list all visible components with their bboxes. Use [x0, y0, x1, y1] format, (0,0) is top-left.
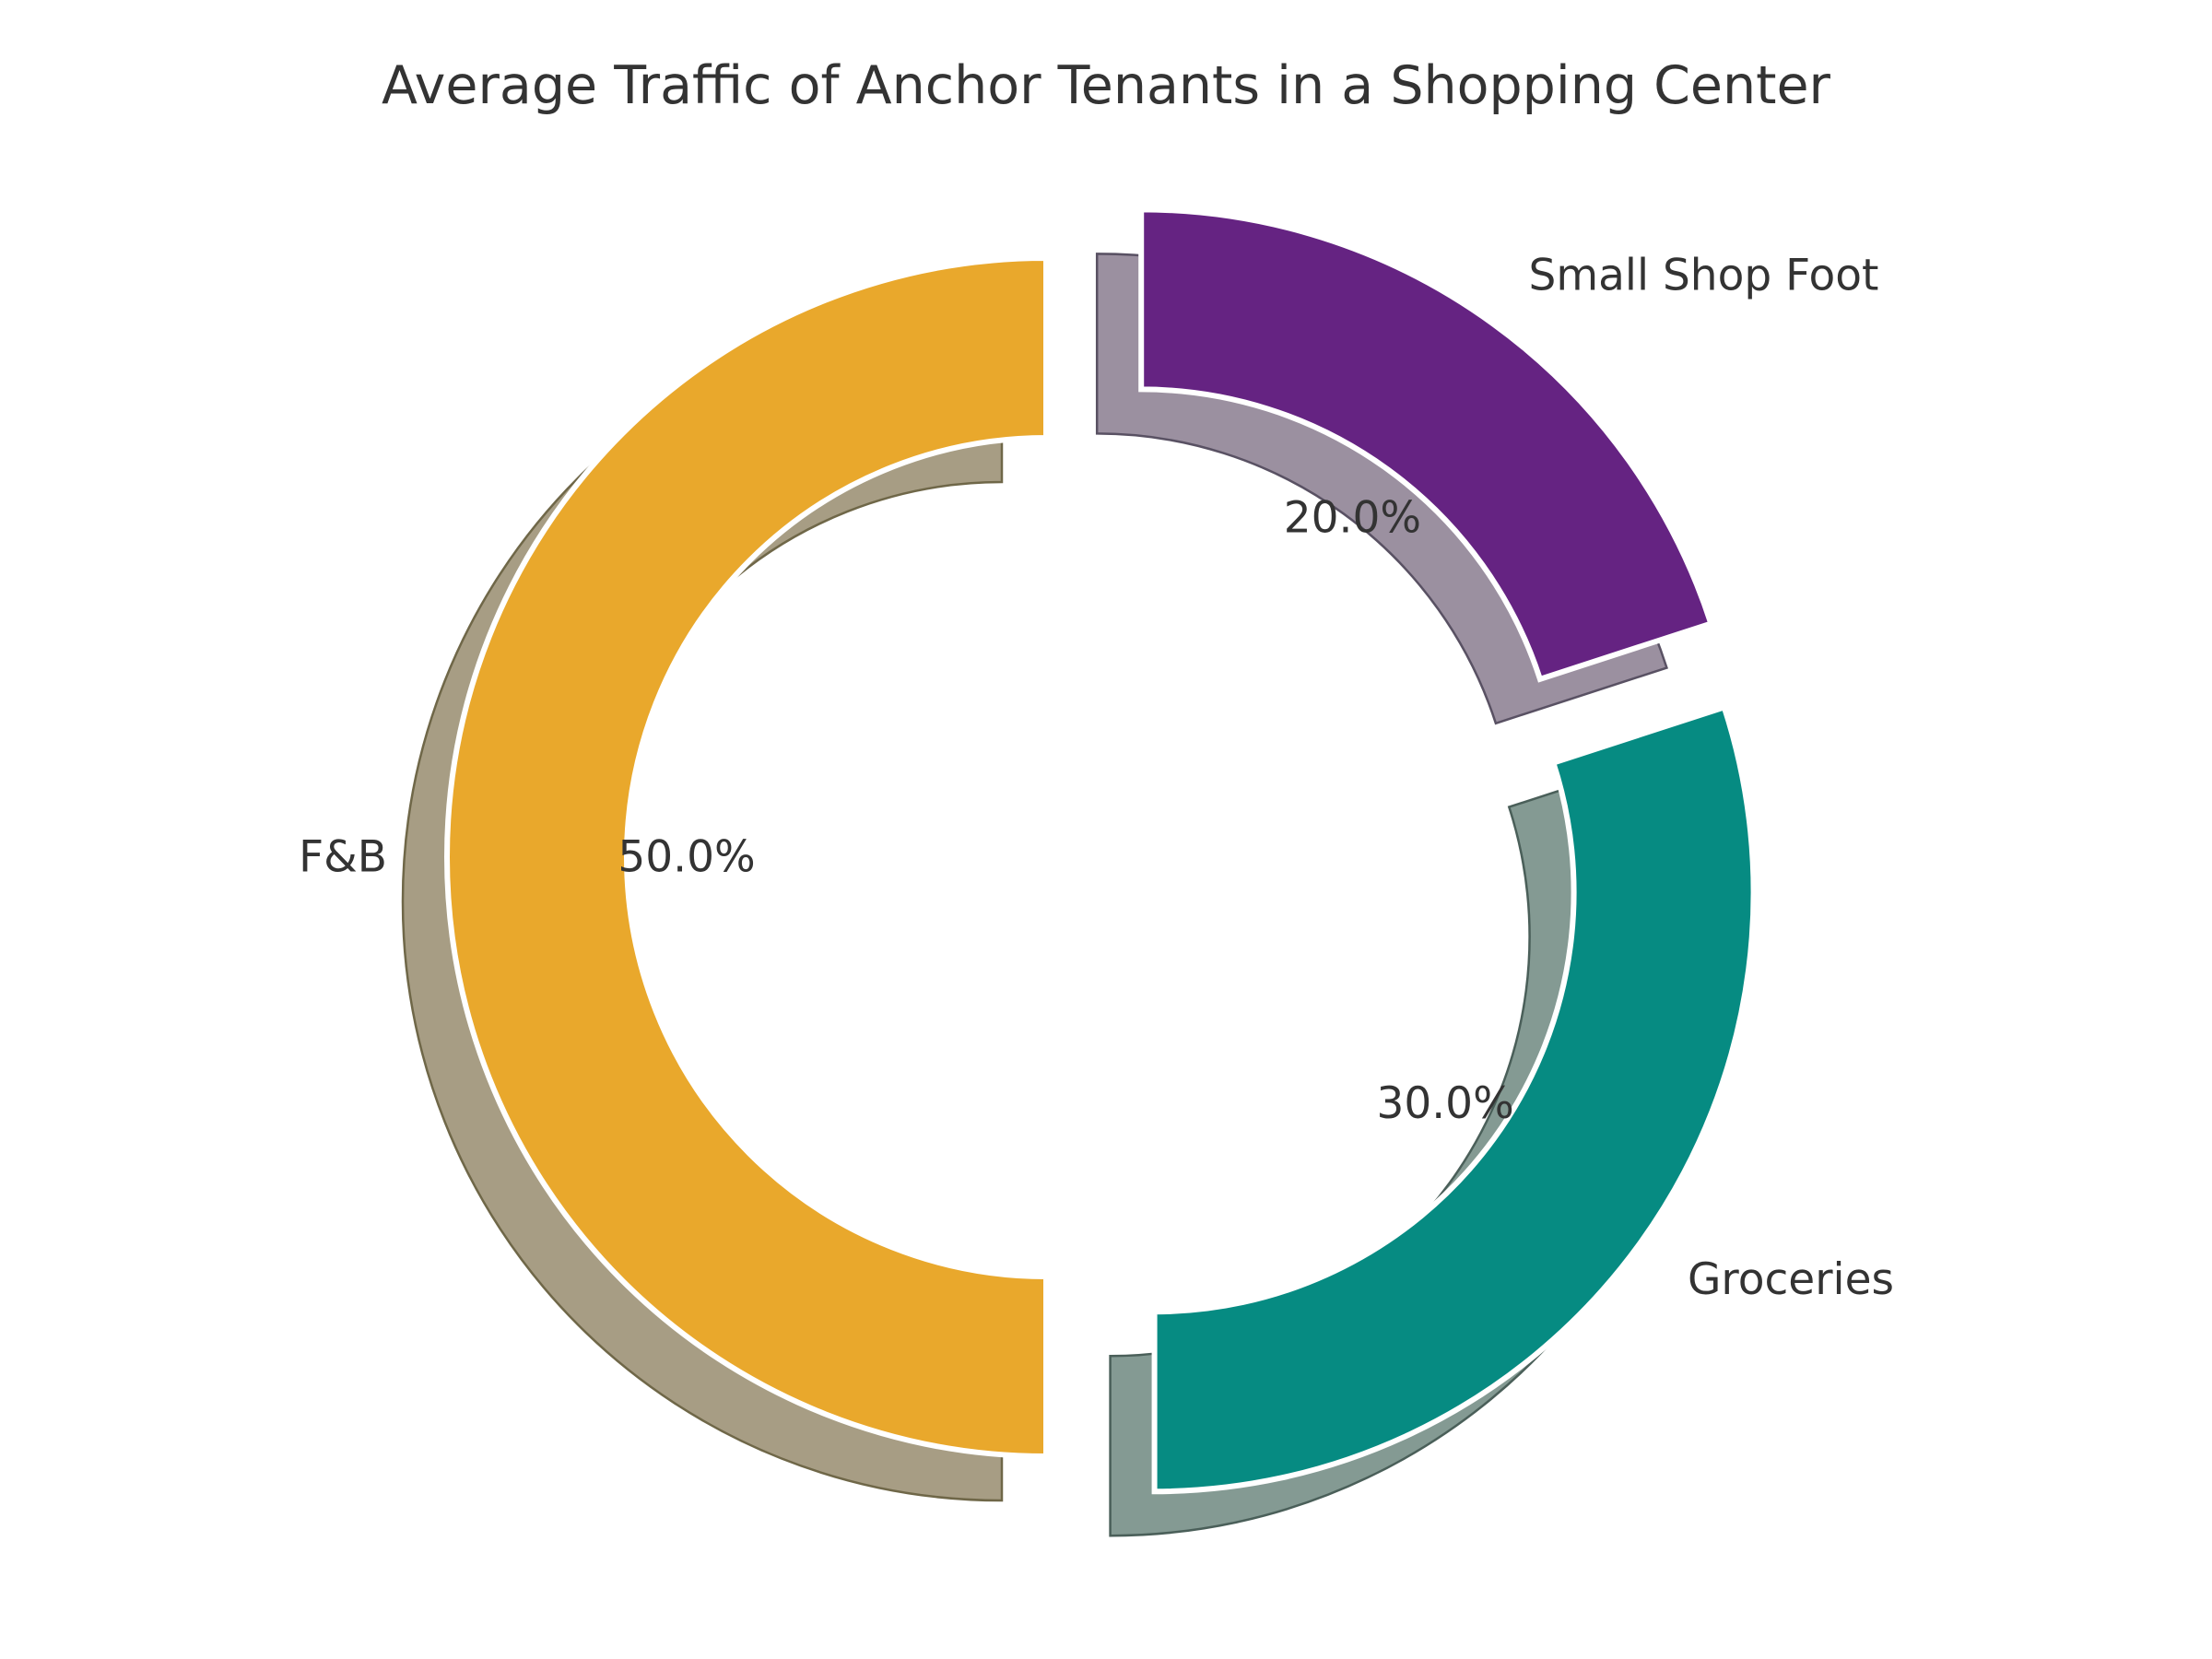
pct-label-f-b: 50.0% — [618, 832, 755, 883]
category-label-groceries: Groceries — [1688, 1254, 1894, 1305]
pie-slice-groceries — [1151, 703, 1757, 1495]
label-layer: 50.0% F&B 30.0% Groceries 20.0% Small Shop Fo… — [299, 251, 1894, 1306]
pct-label-small-shop-foot: 20.0% — [1284, 492, 1421, 543]
pct-label-groceries: 30.0% — [1376, 1078, 1513, 1129]
pie-slice-small-shop-foot — [1138, 206, 1715, 683]
wedge-layer — [444, 206, 1757, 1495]
category-label-small-shop-foot: Small Shop Foot — [1529, 251, 1879, 301]
category-label-f-b: F&B — [299, 832, 387, 883]
pie-slice-f-b — [444, 254, 1049, 1460]
chart-title: Average Traffic of Anchor Tenants in a S… — [382, 55, 1831, 116]
